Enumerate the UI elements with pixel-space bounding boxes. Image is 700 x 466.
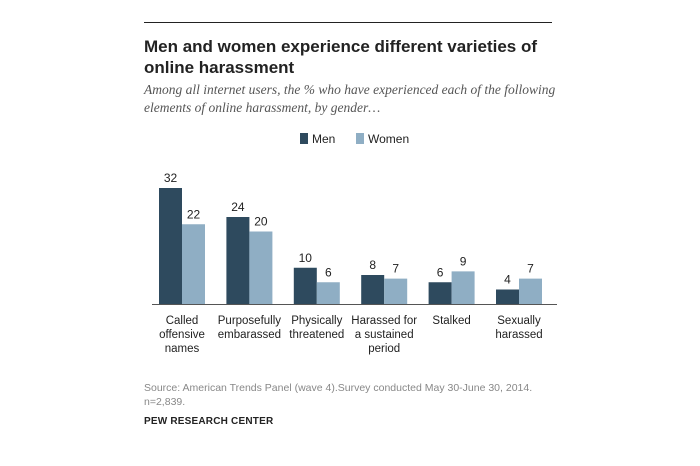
category-label-4-0: Stalked <box>432 315 470 327</box>
source-note: Source: American Trends Panel (wave 4).S… <box>144 382 533 408</box>
value-label-men-3: 8 <box>369 258 376 272</box>
bar-men-0 <box>159 188 182 304</box>
value-label-women-2: 6 <box>325 265 332 279</box>
legend-item-men: Men <box>300 132 335 146</box>
category-label-1-0: Purposefully <box>218 315 282 327</box>
bar-men-2 <box>293 267 317 304</box>
legend-label-women: Women <box>368 132 410 146</box>
value-label-men-4: 6 <box>437 265 444 279</box>
bar-women-2 <box>316 282 340 304</box>
value-label-men-1: 24 <box>231 200 245 214</box>
chart-subtitle: Among all internet users, the % who have… <box>144 82 556 115</box>
bar-men-1 <box>226 217 250 304</box>
category-label-3-0: Harassed for <box>351 315 417 327</box>
value-label-women-4: 9 <box>460 254 467 268</box>
value-label-women-5: 7 <box>527 262 534 276</box>
category-label-1-1: embarassed <box>218 329 281 341</box>
top-rule <box>144 22 552 23</box>
bar-women-1 <box>249 231 273 304</box>
category-label-0-0: Called <box>166 315 199 327</box>
bar-women-4 <box>451 271 475 304</box>
bar-men-3 <box>361 275 385 304</box>
legend-swatch-men <box>300 133 308 144</box>
category-label-2-1: threatened <box>289 329 344 341</box>
value-label-men-2: 10 <box>299 251 313 265</box>
brand-footer: PEW RESEARCH CENTER <box>144 416 274 427</box>
bar-men-5 <box>496 289 519 304</box>
legend-label-men: Men <box>312 132 336 146</box>
category-label-0-2: names <box>165 343 200 355</box>
category-label-5-0: Sexually <box>497 315 541 327</box>
value-label-men-0: 32 <box>164 171 178 185</box>
category-label-0-1: offensive <box>159 329 205 341</box>
category-label-3-1: a sustained <box>355 329 414 341</box>
legend-item-women: Women <box>356 132 409 146</box>
category-label-5-1: harassed <box>495 329 542 341</box>
bar-women-0 <box>182 224 205 304</box>
category-label-2-0: Physically <box>291 315 342 327</box>
bar-women-5 <box>519 278 542 304</box>
chart-title: Men and women experience different varie… <box>144 37 538 77</box>
legend-swatch-women <box>356 133 364 144</box>
category-label-3-2: period <box>368 343 400 355</box>
value-label-women-1: 20 <box>254 215 268 229</box>
bar-men-4 <box>428 282 452 304</box>
value-label-women-3: 7 <box>392 262 399 276</box>
value-label-men-5: 4 <box>504 273 511 287</box>
value-label-women-0: 22 <box>187 207 201 221</box>
bar-women-3 <box>384 278 408 304</box>
